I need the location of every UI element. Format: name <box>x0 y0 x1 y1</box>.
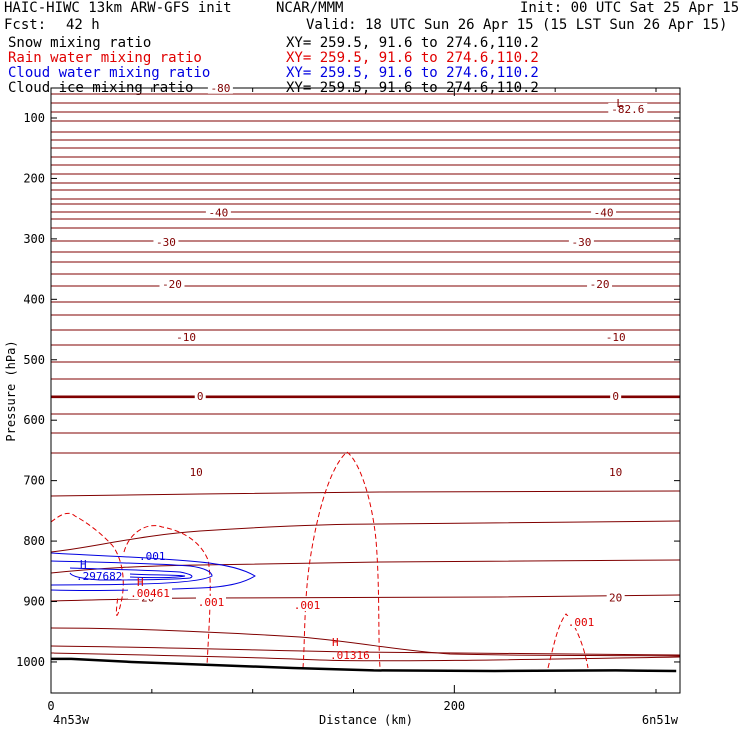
y-tick-label: 700 <box>23 474 45 488</box>
label-background <box>128 587 172 599</box>
label-background <box>153 235 179 248</box>
chart-title: HAIC-HIWC 13km ARW-GFS init <box>4 0 232 16</box>
isotherm-line <box>50 645 681 656</box>
temperature-contour-label: -40 <box>208 206 228 219</box>
label-background <box>603 330 629 343</box>
terrain-surface <box>51 657 677 673</box>
temperature-contours <box>50 93 681 662</box>
field-name-snow: Snow mixing ratio <box>8 35 152 51</box>
temperature-contour-label: 0 <box>197 390 204 403</box>
temperature-contour-label: -30 <box>571 236 591 249</box>
plot-frame <box>50 87 681 694</box>
label-background <box>159 278 185 291</box>
rain-water-contours <box>50 451 589 669</box>
label-background <box>587 278 613 291</box>
y-tick-label: 500 <box>23 353 45 367</box>
y-tick-label: 900 <box>23 595 45 609</box>
label-background <box>606 591 625 604</box>
rain-water-label: .001 <box>568 616 595 629</box>
org-label: NCAR/MMM <box>276 0 344 16</box>
x-end-location: 6n51w <box>642 713 679 727</box>
cloud-water-label: .001 <box>139 550 166 563</box>
label-background <box>207 81 233 94</box>
isotherm-line <box>50 594 681 602</box>
plot-border <box>50 87 681 694</box>
temperature-contour-label: -30 <box>156 236 176 249</box>
fcst-value: 42 h <box>66 17 100 33</box>
field-name-rain: Rain water mixing ratio <box>8 50 202 66</box>
temperature-contour-label: -20 <box>590 278 610 291</box>
x-tick-label: 200 <box>443 699 465 713</box>
y-tick-label: 200 <box>23 171 45 185</box>
field-xy-cloud-water: XY= 259.5, 91.6 to 274.6,110.2 <box>286 65 539 81</box>
temperature-contour-label: 0 <box>612 390 619 403</box>
label-background <box>610 390 622 403</box>
terrain-line <box>51 657 677 673</box>
temperature-contour-label: -10 <box>176 331 196 344</box>
label-background <box>196 596 226 608</box>
temperature-contour-label: -80 <box>210 82 230 95</box>
temperature-contour-label: -10 <box>606 331 626 344</box>
field-name-cloud-water: Cloud water mixing ratio <box>8 65 211 81</box>
label-background <box>566 616 596 628</box>
label-background <box>292 599 322 611</box>
y-tick-label: 800 <box>23 534 45 548</box>
y-tick-label: 400 <box>23 292 45 306</box>
rain-maximum-marker: H <box>137 576 144 589</box>
contour-labels: -80 -82.6 -40 -40 -30 -30 -20 -20 -10 -10 0 0 10 10 20… <box>76 81 648 662</box>
isotherm-line <box>50 652 681 662</box>
y-tick-label: 600 <box>23 413 45 427</box>
rain-maximum-value: .01316 <box>330 649 370 662</box>
cloud-water-contour <box>69 567 193 581</box>
rain-contour <box>302 451 381 669</box>
rain-water-label: .001 <box>294 599 321 612</box>
temperature-contour-label: -82.6 <box>611 103 644 116</box>
cloud-water-contour <box>129 573 186 579</box>
temperature-contour-label: 20 <box>609 591 622 604</box>
y-tick-label: 100 <box>23 111 45 125</box>
temperature-contour-label: -40 <box>594 206 614 219</box>
cloud-maximum-value: .297682 <box>76 570 122 583</box>
label-background <box>608 102 648 115</box>
rain-water-label: .001 <box>198 596 225 609</box>
isotherm-line <box>50 490 681 497</box>
rain-contour <box>123 525 211 666</box>
label-background <box>205 206 231 219</box>
cloud-water-contour <box>50 560 213 586</box>
temperature-contour-label: 10 <box>609 466 622 479</box>
cloud-maximum-marker: H <box>80 558 87 571</box>
y-tick-label: 300 <box>23 232 45 246</box>
rain-contour <box>50 512 124 616</box>
x-tick-label: 0 <box>47 699 54 713</box>
field-xy-snow: XY= 259.5, 91.6 to 274.6,110.2 <box>286 35 539 51</box>
minimum-marker: L <box>616 97 623 110</box>
field-xy-rain: XY= 259.5, 91.6 to 274.6,110.2 <box>286 50 539 66</box>
x-axis-label: Distance (km) <box>319 713 413 727</box>
isotherm-line <box>50 559 681 574</box>
label-background <box>194 390 206 403</box>
label-background <box>591 206 617 219</box>
isotherm-line <box>50 520 681 553</box>
init-time: Init: 00 UTC Sat 25 Apr 15 <box>520 0 740 16</box>
rain-water-label: .00461 <box>130 587 170 600</box>
temperature-contour-label: -20 <box>162 278 182 291</box>
valid-time: Valid: 18 UTC Sun 26 Apr 15 (15 LST Sun … <box>306 17 728 33</box>
y-axis-label: Pressure (hPa) <box>4 340 18 441</box>
label-background <box>568 235 594 248</box>
y-tick-label: 1000 <box>16 655 45 669</box>
x-start-location: 4n53w <box>53 713 90 727</box>
label-background <box>187 466 206 479</box>
rain-contour <box>547 613 589 669</box>
fcst-label: Fcst: <box>4 17 47 33</box>
label-background <box>173 330 199 343</box>
temperature-contour-label: 10 <box>190 466 203 479</box>
label-background <box>606 466 625 479</box>
rain-maximum-marker: H <box>332 636 339 649</box>
